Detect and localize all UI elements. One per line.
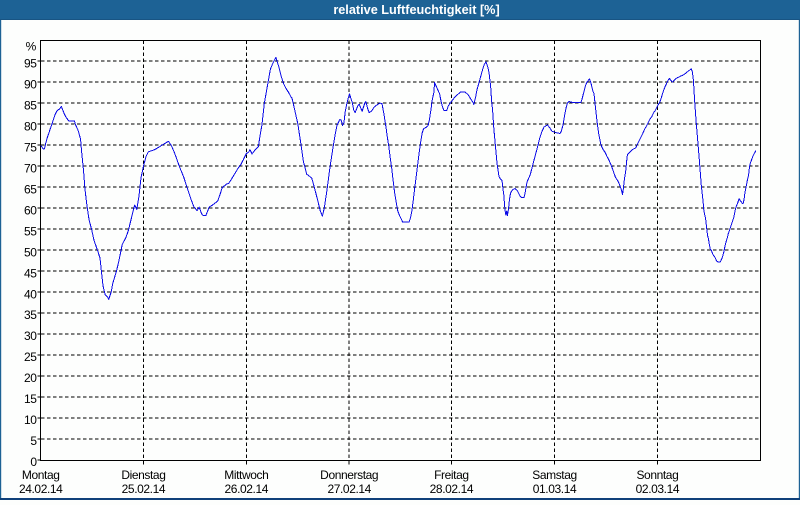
- svg-text:25.02.14: 25.02.14: [122, 482, 166, 496]
- svg-text:Donnerstag: Donnerstag: [320, 468, 378, 482]
- svg-text:95: 95: [24, 57, 37, 71]
- svg-text:25: 25: [24, 350, 37, 364]
- svg-text:30: 30: [24, 329, 37, 343]
- svg-text:24.02.14: 24.02.14: [19, 482, 63, 496]
- svg-text:Montag: Montag: [22, 468, 60, 482]
- svg-text:10: 10: [24, 413, 37, 427]
- svg-text:70: 70: [24, 161, 37, 175]
- svg-text:Freitag: Freitag: [434, 468, 469, 482]
- svg-text:28.02.14: 28.02.14: [430, 482, 474, 496]
- svg-text:01.03.14: 01.03.14: [533, 482, 577, 496]
- svg-text:26.02.14: 26.02.14: [225, 482, 269, 496]
- svg-text:%: %: [26, 39, 37, 53]
- svg-text:Mittwoch: Mittwoch: [224, 468, 268, 482]
- svg-text:02.03.14: 02.03.14: [636, 482, 680, 496]
- svg-text:80: 80: [24, 119, 37, 133]
- svg-text:75: 75: [24, 140, 37, 154]
- svg-text:27.02.14: 27.02.14: [327, 482, 371, 496]
- svg-text:35: 35: [24, 308, 37, 322]
- svg-text:90: 90: [24, 78, 37, 92]
- svg-text:85: 85: [24, 98, 37, 112]
- svg-text:5: 5: [30, 434, 37, 448]
- svg-text:0: 0: [30, 455, 37, 469]
- svg-text:50: 50: [24, 245, 37, 259]
- svg-text:Samstag: Samstag: [532, 468, 577, 482]
- svg-text:55: 55: [24, 224, 37, 238]
- svg-text:15: 15: [24, 392, 37, 406]
- svg-text:Sonntag: Sonntag: [636, 468, 678, 482]
- svg-text:40: 40: [24, 287, 37, 301]
- svg-text:Dienstag: Dienstag: [121, 468, 165, 482]
- svg-text:65: 65: [24, 182, 37, 196]
- svg-text:relative Luftfeuchtigkeit [%]: relative Luftfeuchtigkeit [%]: [333, 3, 499, 17]
- svg-text:60: 60: [24, 203, 37, 217]
- svg-text:45: 45: [24, 266, 37, 280]
- svg-text:20: 20: [24, 371, 37, 385]
